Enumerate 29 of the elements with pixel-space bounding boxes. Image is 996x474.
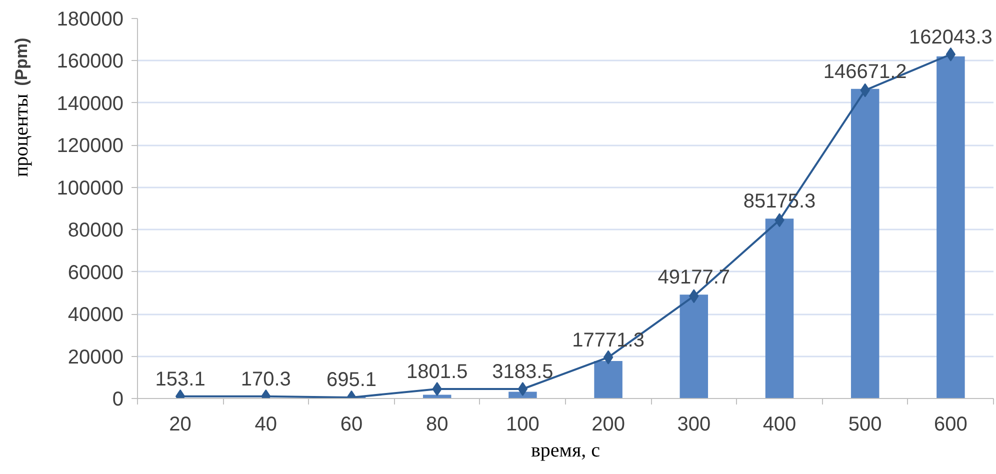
y-tick-label: 140000 xyxy=(56,92,124,115)
y-tick-label: 20000 xyxy=(68,346,124,368)
y-tick-label: 100000 xyxy=(56,177,124,200)
x-tick-label: 100 xyxy=(506,414,540,436)
x-tick-label: 400 xyxy=(762,414,796,436)
data-label: 170.3 xyxy=(240,368,291,390)
y-tick-label: 0 xyxy=(112,388,124,410)
x-tick-label: 500 xyxy=(848,414,882,436)
x-tick-label: 600 xyxy=(934,414,968,436)
x-tick-label: 80 xyxy=(426,414,448,436)
y-tick-label: 40000 xyxy=(68,304,124,326)
data-label: 1801.5 xyxy=(406,361,468,383)
x-tick-label: 40 xyxy=(254,414,278,436)
data-label: 153.1 xyxy=(155,368,206,390)
y-tick-label: 60000 xyxy=(68,262,124,284)
data-label: 3183.5 xyxy=(492,361,554,383)
y-tick-label: 120000 xyxy=(56,135,124,158)
x-tick-label: 60 xyxy=(340,414,363,436)
x-axis-title: время, с xyxy=(530,440,600,462)
data-label: 162043.3 xyxy=(908,26,992,48)
data-label: 695.1 xyxy=(326,369,377,392)
y-tick-label: 80000 xyxy=(68,220,124,242)
x-tick-label: 300 xyxy=(677,414,711,436)
y-axis-title: (Ppm) проценты xyxy=(10,38,32,178)
y-tick-label: 160000 xyxy=(56,50,124,73)
x-tick-label: 200 xyxy=(592,414,625,436)
x-tick-label: 20 xyxy=(169,414,192,436)
y-tick-label: 180000 xyxy=(56,8,124,30)
data-label: 146671.2 xyxy=(823,60,907,83)
